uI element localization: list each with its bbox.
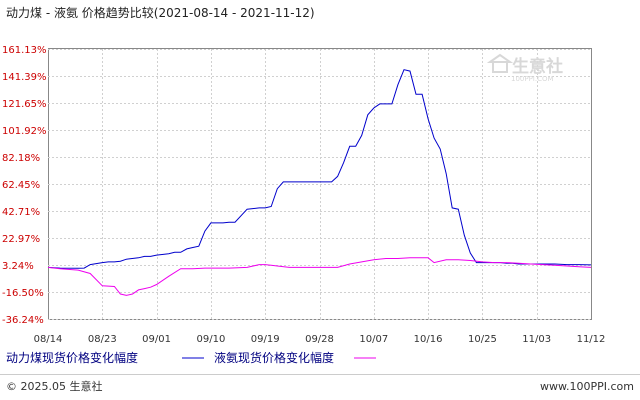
x-tick-label: 08/14 — [34, 334, 63, 345]
x-tick-label: 11/12 — [577, 334, 606, 345]
y-tick-label: -16.50% — [2, 288, 44, 299]
x-axis-ticks: 08/14 08/23 09/01 09/10 09/19 09/28 10/07 10/16… — [34, 334, 606, 345]
y-tick-label: 161.13% — [2, 45, 47, 56]
series-line-1 — [47, 69, 592, 269]
grid — [48, 49, 591, 320]
watermark-name: 生意社 — [512, 56, 563, 77]
x-tick-label: 10/25 — [468, 334, 497, 345]
watermark-logo-icon — [486, 53, 514, 73]
watermark: 生意社 100PPI.COM — [486, 53, 563, 83]
y-tick-label: 82.18% — [2, 153, 40, 164]
chart-title: 动力煤 - 液氨 价格趋势比较(2021-08-14 - 2021-11-12) — [6, 5, 315, 20]
series-line-2 — [47, 257, 592, 296]
y-tick-label: 101.92% — [2, 126, 47, 137]
x-tick-label: 11/03 — [522, 334, 551, 345]
y-tick-label: 3.24% — [2, 261, 34, 272]
x-tick-label: 10/16 — [414, 334, 443, 345]
x-tick-label: 10/07 — [359, 334, 388, 345]
x-tick-label: 09/19 — [251, 334, 280, 345]
watermark-sub: 100PPI.COM — [511, 75, 554, 83]
legend: 动力煤现货价格变化幅度 液氨现货价格变化幅度 — [6, 350, 376, 365]
footer-url: www.100PPI.com — [540, 380, 634, 393]
y-tick-label: 121.65% — [2, 99, 47, 110]
y-tick-label: -36.24% — [2, 315, 44, 326]
legend-label-2: 液氨现货价格变化幅度 — [214, 350, 334, 365]
y-tick-label: 141.39% — [2, 72, 47, 83]
y-tick-label: 22.97% — [2, 234, 40, 245]
x-tick-label: 08/23 — [88, 334, 117, 345]
x-tick-label: 09/10 — [196, 334, 225, 345]
series-lines — [47, 69, 592, 296]
x-tick-label: 09/28 — [305, 334, 334, 345]
y-tick-label: 42.71% — [2, 207, 40, 218]
footer-copyright: © 2025.05 生意社 — [6, 379, 102, 393]
y-tick-label: 62.45% — [2, 180, 40, 191]
x-tick-label: 09/01 — [142, 334, 171, 345]
y-axis-ticks: 161.13% 141.39% 121.65% 101.92% 82.18% 62.45%… — [2, 45, 47, 326]
legend-label-1: 动力煤现货价格变化幅度 — [6, 350, 138, 365]
